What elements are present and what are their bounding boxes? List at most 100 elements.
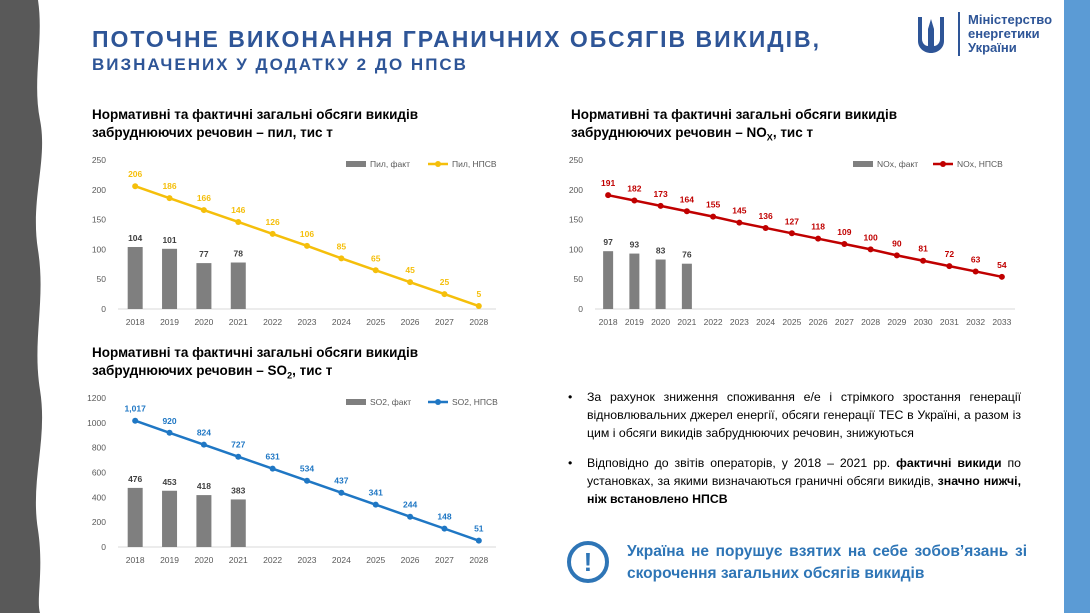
limit-point-label: 81 xyxy=(918,244,928,254)
x-tick-label: 2024 xyxy=(332,317,351,327)
limit-point-label: 437 xyxy=(334,476,348,486)
y-tick-label: 100 xyxy=(569,244,583,254)
limit-point-label: 920 xyxy=(162,416,176,426)
limit-point xyxy=(132,417,139,424)
limit-point-label: 90 xyxy=(892,238,902,248)
fact-bar xyxy=(230,262,246,309)
dust-chart-svg: 0 50 100 150 200 250 2018 2019 2020 2021 2022 2023 2… xyxy=(92,155,497,327)
y-tick-label: 200 xyxy=(569,185,583,195)
so2-title-unit: , тис т xyxy=(292,363,333,378)
x-tick-label: 2024 xyxy=(332,555,351,565)
exclamation-symbol: ! xyxy=(584,547,593,577)
dust-emissions-chart: 0 50 100 150 200 250 2018 2019 2020 2021 2022 2023 2… xyxy=(84,150,504,335)
fact-bar-label: 104 xyxy=(128,233,142,243)
finding-text: по установках, за якими визначаються гра… xyxy=(587,456,1021,488)
limit-point-label: 72 xyxy=(945,249,955,259)
so2-title-subscript: 2 xyxy=(287,370,293,381)
fact-bar-label: 78 xyxy=(234,249,244,259)
fact-bar-label: 101 xyxy=(162,235,176,245)
x-tick-label: 2018 xyxy=(126,317,145,327)
limit-point xyxy=(235,453,242,460)
x-tick-label: 2020 xyxy=(194,317,213,327)
limit-point-label: 127 xyxy=(785,216,799,226)
finding-text: За рахунок зниження споживання е/е і стр… xyxy=(587,390,1021,440)
limit-point-label: 118 xyxy=(811,222,825,232)
limit-point-label: 824 xyxy=(197,428,211,438)
x-tick-label: 2021 xyxy=(229,317,248,327)
finding-text: Відповідно до звітів операторів, у 2018 … xyxy=(587,456,897,470)
limit-point-label: 51 xyxy=(474,524,484,534)
y-tick-label: 0 xyxy=(101,542,106,552)
limit-point xyxy=(200,441,207,448)
nox-chart-title: Нормативні та фактичні загальні обсяги в… xyxy=(571,106,981,147)
x-tick-label: 2028 xyxy=(469,317,488,327)
limit-point xyxy=(998,273,1005,280)
fact-bar xyxy=(127,487,143,547)
fact-bar xyxy=(196,263,212,309)
bullet-dot: • xyxy=(568,390,573,404)
legend-limit-marker xyxy=(940,161,946,167)
dust-chart-title-line1: Нормативні та фактичні загальні обсяги в… xyxy=(92,107,419,122)
x-tick-label: 2018 xyxy=(599,317,618,327)
limit-point-label: 341 xyxy=(369,488,383,498)
limit-point-label: 100 xyxy=(864,232,878,242)
ministry-name-line2: енергетики xyxy=(968,26,1040,41)
limit-point xyxy=(269,465,276,472)
x-tick-label: 2023 xyxy=(298,555,317,565)
y-tick-label: 800 xyxy=(92,443,106,453)
limit-point xyxy=(407,279,414,286)
x-tick-label: 2027 xyxy=(435,317,454,327)
fact-bar-label: 93 xyxy=(630,240,640,250)
fact-bar xyxy=(629,253,640,309)
limit-point xyxy=(132,183,139,190)
limit-point-label: 244 xyxy=(403,500,417,510)
nox-title-unit: , тис т xyxy=(772,125,814,140)
x-tick-label: 2027 xyxy=(435,555,454,565)
fact-bar xyxy=(603,251,614,309)
fact-bar xyxy=(655,259,666,309)
page-subtitle: ВИЗНАЧЕНИХ У ДОДАТКУ 2 ДО НПСВ xyxy=(92,55,468,74)
legend-limit-label: NOx, НПСВ xyxy=(957,159,1003,169)
limit-point xyxy=(683,208,690,215)
limit-point-label: 534 xyxy=(300,464,314,474)
fact-bar xyxy=(230,499,246,547)
finding-bold-text: фактичні викиди xyxy=(896,456,1002,470)
so2-title-text: забруднюючих речовин – SO xyxy=(92,363,288,378)
limit-point-label: 25 xyxy=(440,277,450,287)
limit-point xyxy=(269,230,276,237)
nox-title-subscript: X xyxy=(766,132,773,143)
limit-point xyxy=(867,246,874,253)
key-message-callout: ! Україна не порушує взятих на себе зобо… xyxy=(566,538,1036,588)
x-tick-label: 2031 xyxy=(940,317,959,327)
trident-icon xyxy=(918,17,944,53)
limit-point xyxy=(946,263,953,270)
limit-point-label: 106 xyxy=(300,229,314,239)
y-tick-label: 150 xyxy=(569,215,583,225)
fact-bar-label: 97 xyxy=(603,237,613,247)
legend-fact-label: Пил, факт xyxy=(370,159,410,169)
limit-point-label: 182 xyxy=(627,184,641,194)
limit-point xyxy=(657,202,664,209)
nox-title-text: забруднюючих речовин – NO xyxy=(571,125,767,140)
ministry-name: Міністерство енергетики України xyxy=(968,13,1052,55)
x-tick-label: 2019 xyxy=(160,317,179,327)
finding-bold-text: значно нижчі, ніж встановлено НПСВ xyxy=(587,474,1021,506)
legend-fact-label: NOx, факт xyxy=(877,159,918,169)
x-tick-label: 2026 xyxy=(401,555,420,565)
fact-bar-label: 77 xyxy=(199,249,209,259)
so2-emissions-chart: 0 200 400 600 800 1000 1200 2018 2019 2020 2021 202… xyxy=(84,388,504,573)
nox-emissions-chart: 0 50 100 150 200 250 2018 2019 2020 2021 2022 2023 2… xyxy=(563,150,1018,335)
key-message-text: Україна не порушує взятих на себе зобов’… xyxy=(627,543,1027,582)
limit-point xyxy=(841,241,848,248)
y-tick-label: 200 xyxy=(92,185,106,195)
finding-item: • За рахунок зниження споживання е/е і с… xyxy=(565,388,1021,442)
limit-point-label: 63 xyxy=(971,254,981,264)
limit-point xyxy=(762,224,769,231)
limit-point xyxy=(166,195,173,202)
ministry-name-line1: Міністерство xyxy=(968,12,1053,27)
legend-limit-label: Пил, НПСВ xyxy=(452,159,497,169)
nox-chart-svg: 0 50 100 150 200 250 2018 2019 2020 2021 2022 2023 2… xyxy=(569,155,1015,327)
legend-fact-swatch xyxy=(346,399,366,405)
limit-point-label: 173 xyxy=(654,189,668,199)
limit-point xyxy=(893,252,900,259)
